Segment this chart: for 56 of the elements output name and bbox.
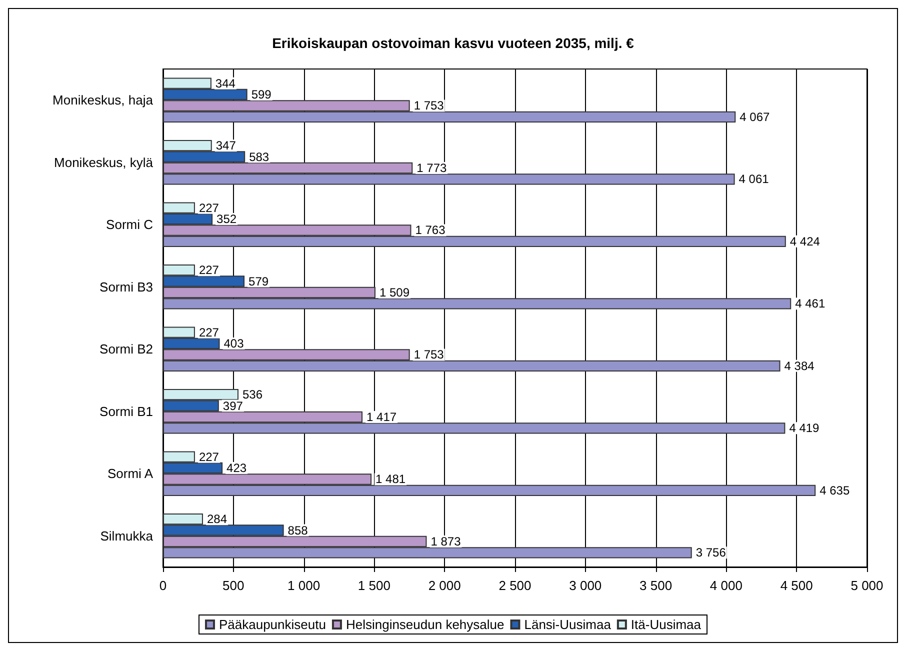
x-tick-label: 2 000 <box>428 578 461 593</box>
data-label: 4 419 <box>789 421 820 436</box>
legend-label: Länsi-Uusimaa <box>524 617 612 632</box>
y-tick-label: Monikeskus, haja <box>52 92 154 108</box>
data-label: 227 <box>198 450 220 464</box>
data-label: 227 <box>198 263 220 278</box>
data-label: 1 481 <box>376 472 406 486</box>
data-label: 4 384 <box>784 358 815 373</box>
data-label: 4 461 <box>795 296 826 311</box>
x-tick-label: 4 500 <box>780 578 813 593</box>
y-tick-label: Sormi A <box>107 466 154 482</box>
data-label: 227 <box>198 325 220 340</box>
data-label: 403 <box>224 336 244 351</box>
data-label: 1 763 <box>415 223 446 238</box>
data-label: 347 <box>216 138 236 153</box>
data-label: 583 <box>249 150 270 164</box>
data-label: 423 <box>226 461 247 476</box>
y-tick-label: Sormi B2 <box>100 342 153 357</box>
data-label: 344 <box>215 76 236 90</box>
data-label: 1 509 <box>379 285 410 300</box>
legend-label: Helsinginseudun kehysalue <box>346 617 504 632</box>
data-label: 3 756 <box>696 546 726 560</box>
data-label: 1 873 <box>430 534 462 548</box>
chart-title: Erikoiskaupan ostovoiman kasvu vuoteen 2035, milj. € <box>272 35 634 51</box>
x-tick-label: 3 000 <box>569 578 602 593</box>
data-label: 352 <box>216 212 237 226</box>
data-label: 4 061 <box>738 172 770 186</box>
y-tick-label: Sormi B3 <box>100 279 153 294</box>
data-label: 284 <box>206 512 228 526</box>
legend-label: Itä-Uusimaa <box>630 617 702 632</box>
x-tick-label: 0 <box>159 578 167 593</box>
data-label: 397 <box>222 398 244 413</box>
x-tick-label: 4 000 <box>710 578 742 593</box>
y-tick-label: Sormi B1 <box>100 404 153 419</box>
data-label: 1 753 <box>414 348 444 362</box>
data-label: 4 635 <box>820 483 850 498</box>
data-label: 4 424 <box>790 234 820 248</box>
data-label: 858 <box>288 523 308 538</box>
data-label: 579 <box>248 274 269 288</box>
data-label: 1 753 <box>414 98 444 113</box>
x-tick-label: 2 500 <box>498 578 532 593</box>
x-tick-label: 1 500 <box>358 578 390 593</box>
x-tick-label: 500 <box>222 578 244 593</box>
data-label: 4 067 <box>740 110 770 124</box>
data-label: 1 773 <box>416 160 447 175</box>
x-tick-label: 1 000 <box>288 578 320 593</box>
y-tick-label: Silmukka <box>100 528 154 544</box>
data-label: 1 417 <box>366 410 397 424</box>
data-label: 599 <box>251 88 272 102</box>
y-tick-label: Monikeskus, kylä <box>54 154 154 170</box>
y-tick-label: Sormi C <box>106 217 153 232</box>
data-label: 227 <box>198 200 220 215</box>
data-label: 536 <box>242 388 263 402</box>
legend-label: Pääkaupunkiseutu <box>218 617 326 632</box>
x-tick-label: 3 500 <box>640 578 672 593</box>
x-tick-label: 5 000 <box>850 578 884 593</box>
